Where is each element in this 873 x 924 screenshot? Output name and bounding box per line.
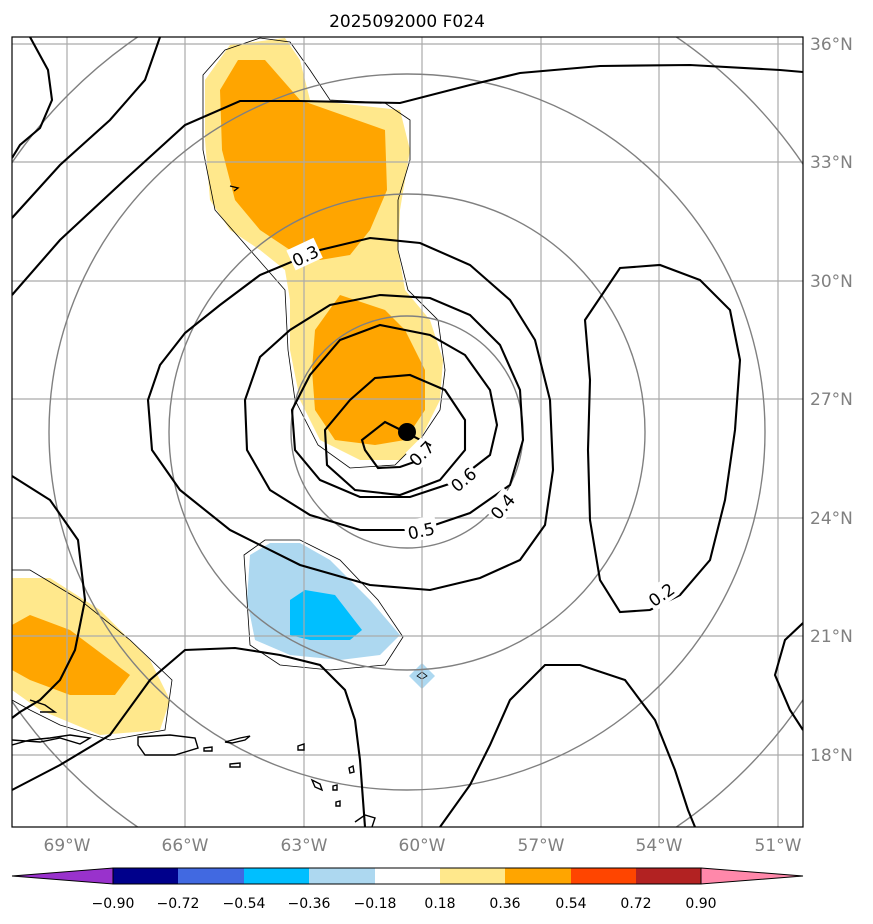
colorbar-tick: −0.18 bbox=[354, 896, 397, 912]
colorbar-tick: −0.72 bbox=[157, 896, 200, 912]
positive-shade-sw-mid bbox=[12, 615, 130, 695]
colorbar-tick: 0.72 bbox=[620, 896, 651, 912]
colorbar-tick: −0.54 bbox=[223, 896, 266, 912]
lat-label: 30°N bbox=[810, 272, 853, 292]
map-frame bbox=[11, 36, 804, 828]
contour-label-0.4: 0.4 bbox=[487, 490, 520, 524]
colorbar-extend-right bbox=[700, 867, 804, 885]
contour-0.2 bbox=[583, 263, 742, 614]
figure-title: 2025092000 F024 bbox=[329, 12, 485, 32]
latitude-labels: 36°N 33°N 30°N 27°N 24°N 21°N 18°N bbox=[810, 35, 853, 766]
contour-label-0.5: 0.5 bbox=[406, 519, 437, 544]
lat-label: 18°N bbox=[810, 746, 853, 766]
positive-shade-mid-2 bbox=[312, 295, 425, 445]
contour-lines bbox=[12, 37, 803, 827]
storm-center-marker bbox=[398, 423, 416, 441]
thin-outlines bbox=[12, 37, 446, 741]
lon-label: 57°W bbox=[518, 836, 565, 856]
colorbar-tick: 0.54 bbox=[555, 896, 586, 912]
lon-label: 51°W bbox=[755, 836, 802, 856]
contour-labels: 0.3 0.7 0.6 0.5 0.4 0.2 bbox=[286, 237, 680, 612]
colorbar-segment bbox=[178, 868, 244, 884]
lat-label: 27°N bbox=[810, 390, 853, 410]
colorbar-tick: 0.90 bbox=[685, 896, 716, 912]
colorbar-frame bbox=[112, 867, 702, 885]
longitude-labels: 69°W 66°W 63°W 60°W 57°W 54°W 51°W bbox=[44, 836, 802, 856]
shaded-fields bbox=[12, 38, 443, 735]
lon-label: 60°W bbox=[399, 836, 446, 856]
colorbar-segment bbox=[440, 868, 505, 884]
colorbar: −0.90 −0.72 −0.54 −0.36 −0.18 0.18 0.36 … bbox=[11, 867, 804, 912]
colorbar-extend-left bbox=[11, 867, 114, 885]
lat-label: 33°N bbox=[810, 153, 853, 173]
colorbar-segment bbox=[309, 868, 375, 884]
gridlines bbox=[12, 37, 803, 827]
colorbar-segment bbox=[244, 868, 309, 884]
lon-label: 66°W bbox=[162, 836, 209, 856]
lon-label: 54°W bbox=[636, 836, 683, 856]
colorbar-segment bbox=[636, 868, 701, 884]
contour-0.7 bbox=[323, 373, 467, 497]
colorbar-segment bbox=[571, 868, 636, 884]
lon-label: 69°W bbox=[44, 836, 91, 856]
colorbar-tick: −0.90 bbox=[92, 896, 135, 912]
contour-0.4 bbox=[146, 236, 555, 592]
lat-label: 36°N bbox=[810, 35, 853, 55]
lon-label: 63°W bbox=[281, 836, 328, 856]
lat-label: 24°N bbox=[810, 509, 853, 529]
colorbar-tick: 0.18 bbox=[424, 896, 455, 912]
colorbar-segment bbox=[375, 868, 440, 884]
colorbar-segment bbox=[505, 868, 571, 884]
contour-label-0.6: 0.6 bbox=[447, 464, 481, 497]
colorbar-tick: −0.36 bbox=[288, 896, 331, 912]
negative-shade-deep bbox=[290, 590, 362, 640]
contour-label-0.2: 0.2 bbox=[645, 580, 679, 612]
lat-label: 21°N bbox=[810, 627, 853, 647]
colorbar-segment bbox=[113, 868, 178, 884]
colorbar-tick: 0.36 bbox=[489, 896, 520, 912]
contour-0.6 bbox=[290, 323, 499, 499]
coastlines bbox=[12, 185, 376, 827]
contour-0.5 bbox=[243, 293, 525, 532]
